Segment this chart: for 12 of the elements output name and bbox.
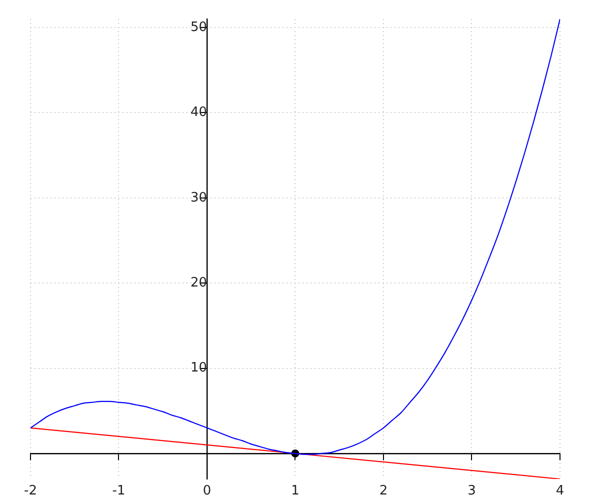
x-tick-label: 0: [202, 484, 212, 499]
y-tick-label: 30: [190, 190, 207, 206]
x-tick-label: 4: [556, 484, 564, 499]
y-tick-label: 50: [190, 20, 207, 35]
y-tick-label: 20: [190, 275, 207, 290]
x-tick-label: -1: [112, 484, 126, 499]
x-tick-label: 2: [379, 484, 388, 499]
x-tick-label: 1: [291, 484, 300, 499]
y-tick-label: 10: [190, 360, 207, 376]
y-tick-label: 40: [190, 105, 207, 120]
x-tick-label: 3: [468, 484, 476, 499]
x-tick-label: -2: [24, 484, 37, 499]
